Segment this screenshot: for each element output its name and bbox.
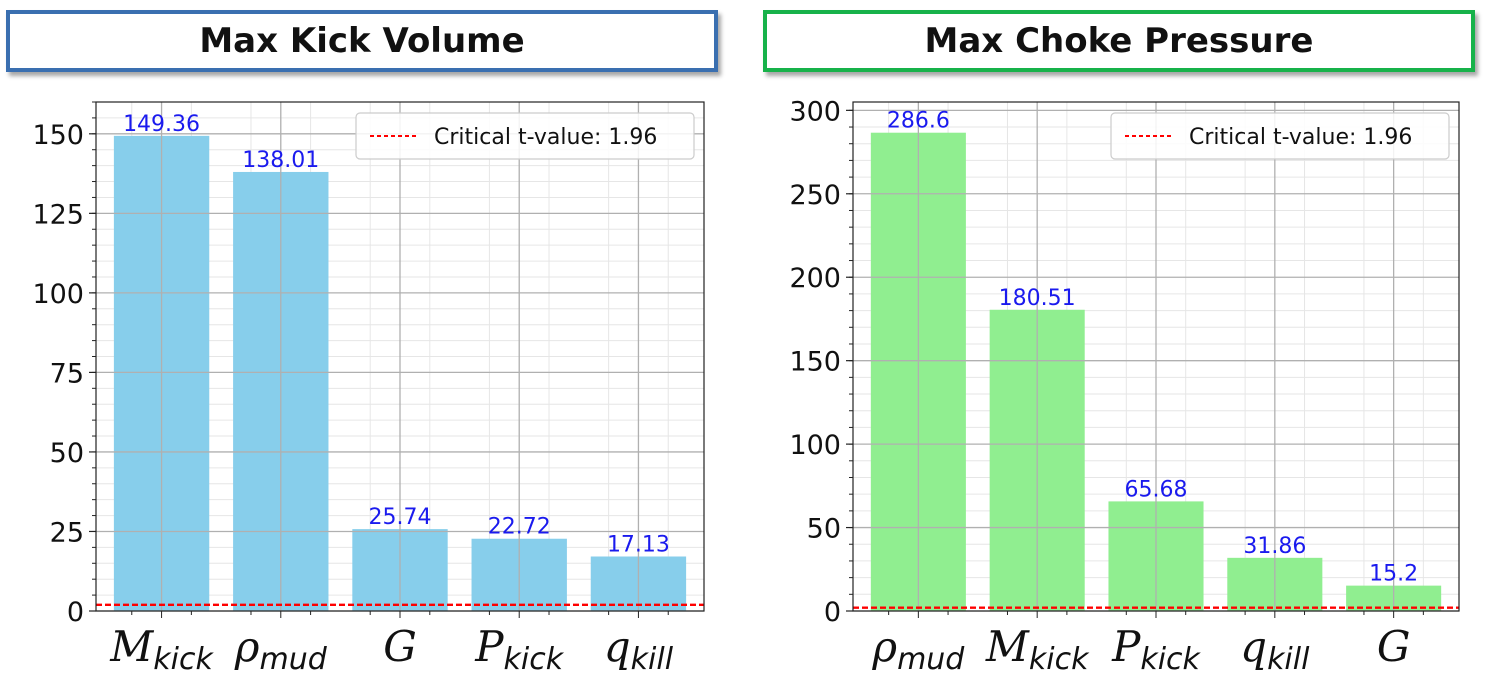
chart1-value-label-1: 149.36: [123, 112, 200, 137]
chart2-category-label-4: qkill: [1240, 622, 1310, 677]
chart1-category-label-3: G: [383, 622, 417, 671]
chart1-y-tick-label: 125: [32, 199, 84, 230]
chart2-y-tick-label: 50: [807, 514, 841, 545]
chart2-legend-label: Critical t-value: 1.96: [1189, 125, 1412, 150]
chart2-value-label-5: 15.2: [1369, 562, 1418, 587]
chart2-category-label-5: G: [1377, 622, 1411, 671]
chart1-x-axis: [131, 611, 669, 618]
chart1-category-label-5: qkill: [604, 622, 674, 677]
chart2-y-tick-label: 250: [789, 180, 841, 211]
chart2-category-label-3: Pkick: [1111, 622, 1201, 677]
chart2-x-axis: [888, 611, 1424, 618]
chart2-y-tick-label: 0: [824, 597, 841, 628]
chart1-y-tick-label: 50: [50, 438, 84, 469]
chart1-value-label-4: 22.72: [488, 515, 551, 540]
chart2-y-tick-label: 200: [789, 263, 841, 294]
chart2-legend-box: [1110, 112, 1450, 160]
chart1-value-label-2: 138.01: [242, 148, 319, 173]
chart2-value-label-3: 65.68: [1125, 477, 1188, 502]
chart1-y-tick-label: 100: [32, 279, 84, 310]
left-chart-title: Max Kick Volume: [6, 10, 718, 72]
chart2-y-tick-label: 100: [789, 430, 841, 461]
choke-pressure-chart: 0 50 100 150 200 250 300 286.6 180.51 65.68 31.86 1…: [789, 96, 1460, 677]
chart2-y-axis: 0 50 100 150 200 250 300: [789, 96, 853, 628]
right-chart-title: Max Choke Pressure: [763, 10, 1475, 72]
chart1-y-tick-label: 150: [32, 120, 84, 151]
chart1-y-tick-label: 25: [50, 517, 84, 548]
chart1-y-tick-label: 75: [50, 358, 84, 389]
chart1-value-label-3: 25.74: [369, 505, 432, 530]
chart2-category-label-1: ρmud: [871, 622, 965, 677]
chart2-major-grid: [853, 102, 1459, 612]
kick-volume-chart: 0 25 50 75 100 125 150 149.36 138.01 25.74 22.72 17…: [32, 101, 705, 677]
chart1-legend-label: Critical t-value: 1.96: [434, 125, 657, 150]
chart2-value-label-1: 286.6: [887, 109, 950, 134]
chart2-legend: Critical t-value: 1.96: [1110, 112, 1450, 160]
chart1-y-tick-label: 0: [67, 597, 84, 628]
chart2-y-tick-label: 300: [789, 96, 841, 127]
chart2-value-label-2: 180.51: [999, 286, 1076, 311]
chart1-y-axis: 0 25 50 75 100 125 150: [32, 101, 96, 628]
chart1-legend-box: [355, 112, 695, 160]
chart1-category-label-2: ρmud: [234, 622, 328, 677]
chart1-category-label-4: Pkick: [474, 622, 564, 677]
chart2-y-tick-label: 150: [789, 347, 841, 378]
chart1-category-label-1: Mkick: [109, 622, 214, 677]
chart2-category-label-2: Mkick: [985, 622, 1090, 677]
chart1-value-label-5: 17.13: [607, 533, 670, 558]
chart2-value-label-4: 31.86: [1243, 534, 1306, 559]
chart1-legend: Critical t-value: 1.96: [355, 112, 695, 160]
